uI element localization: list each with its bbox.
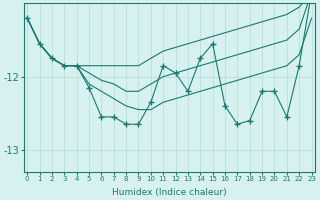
X-axis label: Humidex (Indice chaleur): Humidex (Indice chaleur) bbox=[112, 188, 227, 197]
